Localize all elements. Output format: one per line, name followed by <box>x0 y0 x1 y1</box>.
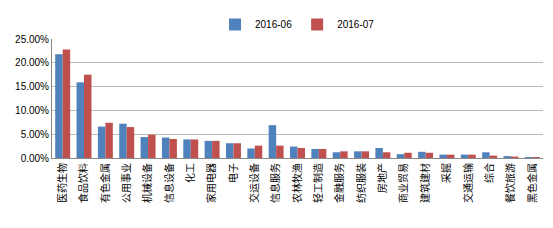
svg-text:商业贸易: 商业贸易 <box>397 163 409 203</box>
svg-text:医药生物: 医药生物 <box>56 163 68 203</box>
svg-text:交通运输: 交通运输 <box>462 163 474 203</box>
svg-text:2016-06: 2016-06 <box>255 19 292 30</box>
svg-text:黑色金属: 黑色金属 <box>526 163 538 203</box>
svg-text:0.00%: 0.00% <box>21 153 49 164</box>
svg-text:纺织服装: 纺织服装 <box>355 163 367 203</box>
svg-text:电子: 电子 <box>227 163 239 183</box>
svg-text:农林牧渔: 农林牧渔 <box>291 163 303 203</box>
svg-text:化工: 化工 <box>184 163 196 183</box>
svg-text:20.00%: 20.00% <box>15 57 49 68</box>
svg-text:采掘: 采掘 <box>440 163 452 183</box>
svg-text:轻工制造: 轻工制造 <box>312 163 324 203</box>
svg-text:餐饮旅游: 餐饮旅游 <box>504 163 516 203</box>
svg-text:15.00%: 15.00% <box>15 81 49 92</box>
svg-text:金融服务: 金融服务 <box>333 163 345 203</box>
svg-text:房地产: 房地产 <box>376 163 388 193</box>
svg-text:交运设备: 交运设备 <box>248 163 260 203</box>
svg-text:综合: 综合 <box>483 163 495 183</box>
svg-text:5.00%: 5.00% <box>21 129 49 140</box>
svg-text:2016-07: 2016-07 <box>337 19 374 30</box>
svg-text:家用电器: 家用电器 <box>205 163 217 203</box>
svg-text:建筑建材: 建筑建材 <box>419 163 431 203</box>
svg-text:25.00%: 25.00% <box>15 34 49 45</box>
svg-text:食品饮料: 食品饮料 <box>77 163 89 203</box>
svg-text:信息服务: 信息服务 <box>269 163 281 203</box>
svg-text:机械设备: 机械设备 <box>141 163 153 203</box>
svg-text:公用事业: 公用事业 <box>120 163 132 203</box>
svg-text:有色金属: 有色金属 <box>99 163 111 203</box>
svg-text:信息设备: 信息设备 <box>163 163 175 203</box>
svg-text:10.00%: 10.00% <box>15 105 49 116</box>
